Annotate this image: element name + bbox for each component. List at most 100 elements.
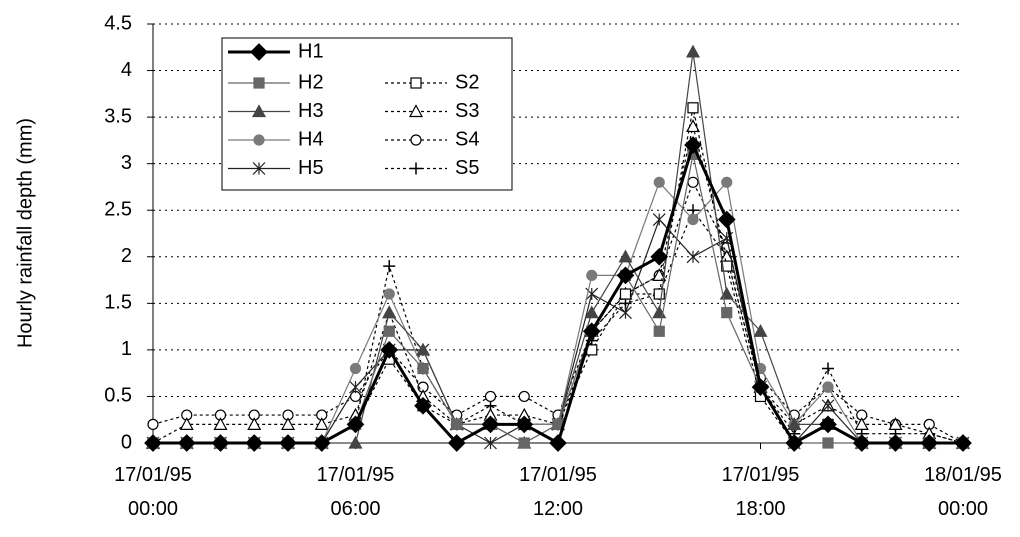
series bbox=[147, 176, 969, 449]
marker bbox=[687, 176, 699, 188]
marker bbox=[821, 399, 835, 413]
marker bbox=[687, 102, 699, 114]
series bbox=[145, 119, 971, 449]
marker bbox=[518, 437, 530, 449]
marker bbox=[211, 434, 230, 452]
marker bbox=[177, 434, 196, 452]
marker bbox=[619, 306, 632, 320]
legend-label: S3 bbox=[455, 100, 479, 122]
marker bbox=[822, 437, 834, 449]
marker bbox=[348, 435, 363, 449]
marker bbox=[854, 417, 869, 430]
marker bbox=[213, 417, 228, 430]
y-tick-label: 1 bbox=[121, 338, 132, 360]
marker bbox=[684, 136, 702, 154]
marker bbox=[253, 134, 265, 146]
x-tick-label: 17/01/95 00:00 bbox=[114, 464, 192, 520]
marker bbox=[280, 417, 296, 430]
x-tick-label: 17/01/95 18:00 bbox=[721, 464, 800, 520]
marker bbox=[147, 418, 159, 430]
line bbox=[152, 180, 964, 444]
marker bbox=[585, 287, 599, 301]
y-tick-label: 2.5 bbox=[104, 199, 132, 221]
legend-label: H5 bbox=[298, 157, 324, 179]
legend-label: H4 bbox=[298, 128, 324, 150]
marker bbox=[618, 249, 633, 263]
y-axis-label: Hourly rainfall depth (mm) bbox=[14, 118, 36, 348]
legend-label: H3 bbox=[298, 100, 324, 122]
marker bbox=[383, 288, 395, 300]
marker bbox=[250, 43, 268, 61]
marker bbox=[451, 418, 463, 430]
marker bbox=[954, 434, 972, 452]
marker bbox=[245, 434, 264, 452]
marker bbox=[549, 434, 567, 452]
marker bbox=[380, 341, 399, 359]
x-tick-label: 18/01/95 00:00 bbox=[924, 464, 1002, 520]
marker bbox=[447, 434, 466, 452]
marker bbox=[179, 417, 194, 430]
marker bbox=[819, 415, 837, 434]
marker bbox=[410, 134, 422, 146]
marker bbox=[382, 305, 397, 319]
marker bbox=[888, 417, 903, 430]
marker bbox=[417, 362, 429, 375]
y-tick-label: 3 bbox=[121, 152, 132, 174]
marker bbox=[785, 434, 804, 452]
y-tick-label: 4.5 bbox=[104, 12, 132, 34]
marker bbox=[247, 417, 262, 430]
marker bbox=[484, 390, 497, 403]
y-tick-label: 0 bbox=[121, 431, 132, 453]
marker bbox=[312, 434, 331, 452]
series bbox=[147, 176, 969, 449]
legend-label: S5 bbox=[455, 157, 479, 179]
line bbox=[153, 208, 964, 444]
marker bbox=[852, 434, 871, 452]
series bbox=[147, 148, 969, 449]
x-tick-label: 17/01/95 06:00 bbox=[316, 464, 395, 520]
marker bbox=[721, 176, 733, 188]
marker bbox=[687, 213, 699, 226]
marker bbox=[753, 324, 768, 337]
marker bbox=[653, 176, 665, 188]
marker bbox=[616, 266, 635, 285]
y-tick-label: 1.5 bbox=[104, 292, 132, 314]
marker bbox=[410, 162, 422, 175]
legend-label: S4 bbox=[455, 128, 479, 150]
marker bbox=[685, 44, 701, 58]
marker bbox=[721, 307, 733, 319]
marker bbox=[822, 362, 834, 375]
marker bbox=[346, 415, 365, 434]
marker bbox=[253, 77, 265, 89]
line bbox=[153, 154, 963, 444]
marker bbox=[251, 104, 267, 118]
marker bbox=[383, 260, 396, 273]
legend-label: S2 bbox=[455, 71, 479, 93]
marker bbox=[751, 378, 770, 396]
marker bbox=[481, 415, 500, 434]
marker bbox=[410, 77, 422, 89]
marker bbox=[586, 269, 598, 281]
marker bbox=[252, 162, 266, 175]
series bbox=[144, 136, 972, 452]
marker bbox=[349, 362, 362, 375]
marker bbox=[717, 210, 736, 229]
legend-label: H1 bbox=[298, 40, 324, 62]
marker bbox=[652, 213, 666, 226]
marker bbox=[787, 417, 802, 430]
marker bbox=[279, 434, 297, 452]
marker bbox=[415, 342, 431, 356]
marker bbox=[886, 434, 905, 452]
legend-box bbox=[221, 37, 513, 191]
marker bbox=[822, 381, 834, 393]
marker bbox=[653, 325, 665, 337]
marker bbox=[518, 390, 530, 403]
marker bbox=[414, 396, 432, 415]
marker bbox=[349, 380, 362, 394]
marker bbox=[920, 434, 939, 452]
y-tick-label: 2 bbox=[121, 245, 132, 267]
marker bbox=[584, 305, 599, 319]
marker bbox=[314, 417, 329, 430]
